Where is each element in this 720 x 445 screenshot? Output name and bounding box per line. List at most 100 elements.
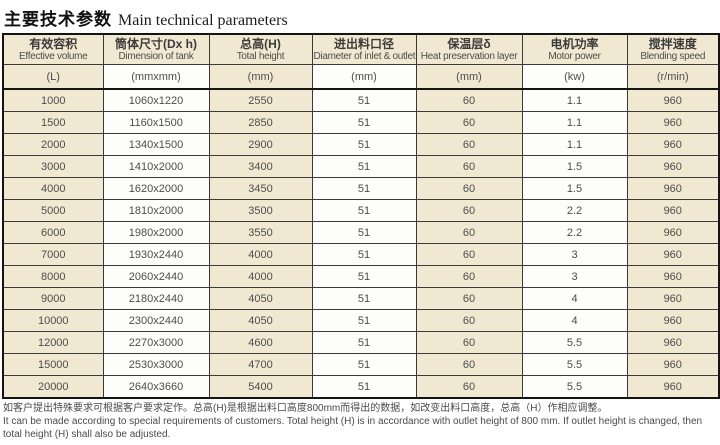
cell-effective-volume: 1000: [2, 88, 104, 112]
cell-total-height: 4700: [208, 353, 313, 376]
column-header-en: Heat preservation layer: [420, 51, 518, 62]
table-header: 有效容积 Effective volume 筒体尺寸(Dx h) Dimension …: [2, 33, 720, 90]
cell-blending-speed: 960: [626, 199, 720, 222]
cell-insulation-layer: 60: [415, 243, 523, 266]
cell-inlet-outlet-diameter: 51: [311, 155, 417, 178]
table-row: 12000 2270x3000 4600 51 60 5.5 960: [2, 331, 720, 354]
table-row: 5000 1810x2000 3500 51 60 2.2 960: [2, 199, 720, 222]
cell-inlet-outlet-diameter: 51: [311, 265, 417, 288]
column-header-blending-speed: 搅拌速度 Blending speed: [626, 33, 720, 65]
cell-tank-dimension: 1340x1500: [102, 133, 210, 156]
cell-blending-speed: 960: [626, 309, 720, 332]
cell-tank-dimension: 1410x2000: [102, 155, 210, 178]
page-title-zh: 主要技术参数: [4, 10, 112, 29]
cell-insulation-layer: 60: [415, 88, 523, 112]
cell-blending-speed: 960: [626, 331, 720, 354]
cell-insulation-layer: 60: [415, 265, 523, 288]
column-header-zh: 进出料口径: [333, 37, 394, 51]
page-title-en: Main technical parameters: [118, 12, 288, 29]
cell-inlet-outlet-diameter: 51: [311, 309, 417, 332]
cell-motor-power: 1.5: [521, 177, 628, 200]
cell-blending-speed: 960: [626, 243, 720, 266]
parameters-table: 有效容积 Effective volume 筒体尺寸(Dx h) Dimension …: [2, 33, 720, 399]
cell-effective-volume: 5000: [2, 199, 104, 222]
cell-insulation-layer: 60: [415, 199, 523, 222]
cell-total-height: 4000: [208, 243, 313, 266]
cell-effective-volume: 20000: [2, 375, 104, 399]
column-unit-effective-volume: (L): [2, 64, 104, 90]
cell-total-height: 2900: [208, 133, 313, 156]
footnote-zh: 如客户提出特殊要求可根据客户要求定作。总高(H)是根据出料口高度800mm而得出…: [3, 403, 608, 414]
cell-effective-volume: 6000: [2, 221, 104, 244]
cell-tank-dimension: 2060x2440: [102, 265, 210, 288]
cell-total-height: 3400: [208, 155, 313, 178]
cell-motor-power: 1.1: [521, 111, 628, 134]
column-header-zh: 筒体尺寸(Dx h): [115, 37, 197, 51]
cell-tank-dimension: 1980x2000: [102, 221, 210, 244]
cell-tank-dimension: 2530x3000: [102, 353, 210, 376]
cell-insulation-layer: 60: [415, 375, 523, 399]
table-row: 1000 1060x1220 2550 51 60 1.1 960: [2, 88, 720, 112]
cell-total-height: 3550: [208, 221, 313, 244]
cell-tank-dimension: 2640x3660: [102, 375, 210, 399]
header-row-names: 有效容积 Effective volume 筒体尺寸(Dx h) Dimension …: [2, 33, 720, 65]
cell-motor-power: 2.2: [521, 221, 628, 244]
column-unit-motor-power: (kw): [521, 64, 628, 90]
column-unit-total-height: (mm): [208, 64, 313, 90]
column-header-zh: 总高(H): [240, 37, 281, 51]
cell-blending-speed: 960: [626, 375, 720, 399]
page-title: 主要技术参数 Main technical parameters: [2, 3, 718, 33]
column-header-zh: 搅拌速度: [648, 37, 697, 51]
column-header-insulation-layer: 保温层δ Heat preservation layer: [415, 33, 523, 65]
cell-tank-dimension: 1060x1220: [102, 88, 210, 112]
cell-effective-volume: 2000: [2, 133, 104, 156]
cell-tank-dimension: 1810x2000: [102, 199, 210, 222]
footnotes: 如客户提出特殊要求可根据客户要求定作。总高(H)是根据出料口高度800mm而得出…: [3, 402, 718, 441]
cell-tank-dimension: 2180x2440: [102, 287, 210, 310]
cell-blending-speed: 960: [626, 88, 720, 112]
cell-tank-dimension: 1930x2440: [102, 243, 210, 266]
cell-inlet-outlet-diameter: 51: [311, 221, 417, 244]
cell-tank-dimension: 2300x2440: [102, 309, 210, 332]
cell-inlet-outlet-diameter: 51: [311, 133, 417, 156]
cell-motor-power: 1.1: [521, 88, 628, 112]
cell-inlet-outlet-diameter: 51: [311, 353, 417, 376]
column-header-en: Effective volume: [19, 51, 88, 62]
cell-effective-volume: 1500: [2, 111, 104, 134]
cell-insulation-layer: 60: [415, 133, 523, 156]
cell-inlet-outlet-diameter: 51: [311, 287, 417, 310]
cell-motor-power: 3: [521, 243, 628, 266]
cell-blending-speed: 960: [626, 265, 720, 288]
cell-total-height: 3450: [208, 177, 313, 200]
cell-total-height: 4600: [208, 331, 313, 354]
column-header-effective-volume: 有效容积 Effective volume: [2, 33, 104, 65]
cell-motor-power: 4: [521, 309, 628, 332]
cell-effective-volume: 3000: [2, 155, 104, 178]
cell-inlet-outlet-diameter: 51: [311, 243, 417, 266]
cell-blending-speed: 960: [626, 221, 720, 244]
column-unit-blending-speed: (r/min): [626, 64, 720, 90]
table-body: 1000 1060x1220 2550 51 60 1.1 960 1500 1160x1500…: [2, 88, 720, 399]
cell-insulation-layer: 60: [415, 331, 523, 354]
cell-effective-volume: 15000: [2, 353, 104, 376]
table-row: 7000 1930x2440 4000 51 60 3 960: [2, 243, 720, 266]
cell-insulation-layer: 60: [415, 111, 523, 134]
cell-blending-speed: 960: [626, 353, 720, 376]
cell-insulation-layer: 60: [415, 177, 523, 200]
table-row: 9000 2180x2440 4050 51 60 4 960: [2, 287, 720, 310]
cell-total-height: 4050: [208, 287, 313, 310]
cell-total-height: 2850: [208, 111, 313, 134]
cell-blending-speed: 960: [626, 287, 720, 310]
cell-motor-power: 5.5: [521, 375, 628, 399]
column-unit-tank-dimension: (mmxmm): [102, 64, 210, 90]
column-header-en: Dimension of tank: [118, 51, 194, 62]
column-unit-insulation-layer: (mm): [415, 64, 523, 90]
cell-insulation-layer: 60: [415, 309, 523, 332]
cell-total-height: 4000: [208, 265, 313, 288]
column-header-total-height: 总高(H) Total height: [208, 33, 313, 65]
column-header-motor-power: 电机功率 Motor power: [521, 33, 628, 65]
cell-effective-volume: 12000: [2, 331, 104, 354]
cell-inlet-outlet-diameter: 51: [311, 199, 417, 222]
column-header-tank-dimension: 筒体尺寸(Dx h) Dimension of tank: [102, 33, 210, 65]
header-row-units: (L) (mmxmm) (mm) (mm) (mm) (kw) (r/min): [2, 64, 720, 90]
